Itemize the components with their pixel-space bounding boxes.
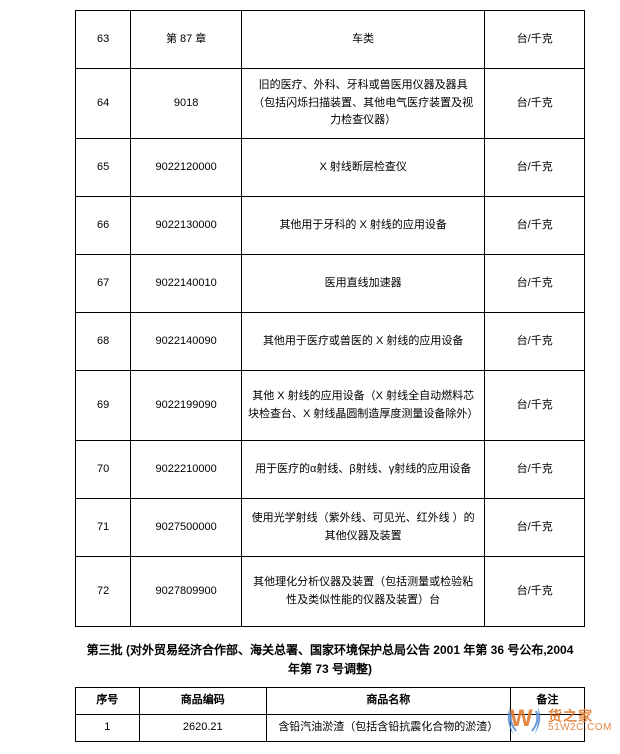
table-row: 719027500000使用光学射线（紫外线、可见光、红外线 ）的其他仪器及装置… xyxy=(76,499,585,557)
watermark-text-zh: 货之家 xyxy=(548,709,612,723)
cell-code: 9022140090 xyxy=(131,313,242,371)
main-goods-table: 63第 87 章车类台/千克649018旧的医疗、外科、牙科或兽医用仪器及器具（… xyxy=(75,10,585,627)
cell-code: 2620.21 xyxy=(139,714,266,741)
cell-code: 9022130000 xyxy=(131,197,242,255)
cell-desc: 其他理化分析仪器及装置（包括测量或检验粘性及类似性能的仪器及装置）台 xyxy=(241,557,484,627)
cell-desc: 使用光学射线（紫外线、可见光、红外线 ）的其他仪器及装置 xyxy=(241,499,484,557)
cell-unit: 台/千克 xyxy=(485,499,585,557)
cell-code: 9022120000 xyxy=(131,139,242,197)
cell-num: 72 xyxy=(76,557,131,627)
cell-unit: 台/千克 xyxy=(485,69,585,139)
cell-desc: 其他 X 射线的应用设备（X 射线全自动燃料芯块检查台、X 射线晶圆制造厚度测量… xyxy=(241,371,484,441)
cell-desc: 用于医疗的α射线、β射线、γ射线的应用设备 xyxy=(241,441,484,499)
table-row: 729027809900其他理化分析仪器及装置（包括测量或检验粘性及类似性能的仪… xyxy=(76,557,585,627)
cell-desc: 医用直线加速器 xyxy=(241,255,484,313)
section-title: 第三批 (对外贸易经济合作部、海关总署、国家环境保护总局公告 2001 年第 3… xyxy=(75,633,585,687)
cell-num: 67 xyxy=(76,255,131,313)
cell-num: 65 xyxy=(76,139,131,197)
table-row: 63第 87 章车类台/千克 xyxy=(76,11,585,69)
cell-num: 66 xyxy=(76,197,131,255)
watermark-logo: W 货之家 51W2C.COM xyxy=(502,703,612,739)
table-row: 669022130000其他用于牙科的 X 射线的应用设备台/千克 xyxy=(76,197,585,255)
cell-num: 64 xyxy=(76,69,131,139)
cell-code: 9018 xyxy=(131,69,242,139)
table-row: 689022140090其他用于医疗或兽医的 X 射线的应用设备台/千克 xyxy=(76,313,585,371)
cell-code: 9027500000 xyxy=(131,499,242,557)
col-header-code: 商品编码 xyxy=(139,688,266,715)
table-row: 709022210000用于医疗的α射线、β射线、γ射线的应用设备台/千克 xyxy=(76,441,585,499)
cell-num: 70 xyxy=(76,441,131,499)
cell-desc: 含铅汽油淤渣（包括含铅抗震化合物的淤渣） xyxy=(266,714,510,741)
cell-desc: 旧的医疗、外科、牙科或兽医用仪器及器具（包括闪烁扫描装置、其他电气医疗装置及视力… xyxy=(241,69,484,139)
cell-num: 71 xyxy=(76,499,131,557)
cell-desc: X 射线断层检查仪 xyxy=(241,139,484,197)
cell-code: 9022210000 xyxy=(131,441,242,499)
cell-unit: 台/千克 xyxy=(485,139,585,197)
cell-unit: 台/千克 xyxy=(485,11,585,69)
cell-code: 9027809900 xyxy=(131,557,242,627)
cell-desc: 其他用于牙科的 X 射线的应用设备 xyxy=(241,197,484,255)
cell-unit: 台/千克 xyxy=(485,197,585,255)
wreath-icon: W xyxy=(502,703,546,739)
w-letter-icon: W xyxy=(510,705,533,733)
cell-unit: 台/千克 xyxy=(485,313,585,371)
table-row: 699022199090其他 X 射线的应用设备（X 射线全自动燃料芯块检查台、… xyxy=(76,371,585,441)
watermark-text-en: 51W2C.COM xyxy=(548,723,612,733)
cell-desc: 车类 xyxy=(241,11,484,69)
section-header-table: 第三批 (对外贸易经济合作部、海关总署、国家环境保护总局公告 2001 年第 3… xyxy=(75,633,585,687)
table-row: 649018旧的医疗、外科、牙科或兽医用仪器及器具（包括闪烁扫描装置、其他电气医… xyxy=(76,69,585,139)
cell-num: 69 xyxy=(76,371,131,441)
cell-code: 第 87 章 xyxy=(131,11,242,69)
table-row: 659022120000X 射线断层检查仪台/千克 xyxy=(76,139,585,197)
cell-unit: 台/千克 xyxy=(485,557,585,627)
cell-num: 68 xyxy=(76,313,131,371)
cell-unit: 台/千克 xyxy=(485,371,585,441)
col-header-num: 序号 xyxy=(76,688,140,715)
cell-desc: 其他用于医疗或兽医的 X 射线的应用设备 xyxy=(241,313,484,371)
table-row: 679022140010医用直线加速器台/千克 xyxy=(76,255,585,313)
cell-unit: 台/千克 xyxy=(485,255,585,313)
cell-num: 63 xyxy=(76,11,131,69)
col-header-name: 商品名称 xyxy=(266,688,510,715)
cell-num: 1 xyxy=(76,714,140,741)
cell-unit: 台/千克 xyxy=(485,441,585,499)
cell-code: 9022199090 xyxy=(131,371,242,441)
cell-code: 9022140010 xyxy=(131,255,242,313)
